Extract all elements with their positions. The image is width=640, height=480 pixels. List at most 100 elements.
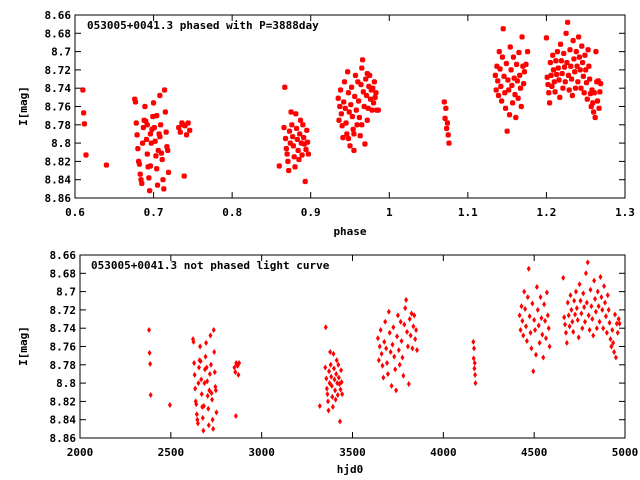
data-point bbox=[369, 107, 375, 113]
data-point bbox=[205, 392, 210, 399]
data-point bbox=[299, 152, 305, 158]
data-point bbox=[347, 143, 353, 149]
data-point bbox=[196, 380, 201, 387]
data-point bbox=[594, 325, 599, 332]
data-point bbox=[545, 312, 550, 319]
data-point bbox=[339, 379, 344, 386]
data-point bbox=[586, 63, 592, 69]
data-point bbox=[289, 122, 295, 128]
data-point bbox=[499, 98, 505, 104]
data-point bbox=[472, 359, 477, 366]
data-point bbox=[395, 312, 400, 319]
data-point bbox=[317, 402, 322, 409]
data-point bbox=[286, 128, 293, 134]
data-point bbox=[354, 122, 360, 128]
data-point bbox=[567, 323, 572, 330]
data-point bbox=[214, 409, 219, 416]
data-point bbox=[338, 386, 343, 393]
data-point bbox=[143, 136, 150, 143]
data-point bbox=[546, 325, 551, 332]
data-point bbox=[329, 373, 334, 380]
data-point bbox=[199, 391, 204, 398]
data-point bbox=[397, 361, 402, 368]
data-points bbox=[80, 19, 604, 194]
data-point bbox=[588, 286, 593, 293]
data-point bbox=[290, 143, 297, 149]
data-point bbox=[563, 30, 569, 36]
data-point bbox=[549, 83, 555, 89]
data-point bbox=[471, 355, 476, 362]
data-point bbox=[530, 300, 535, 307]
data-point bbox=[152, 138, 158, 144]
data-point bbox=[442, 115, 448, 121]
data-point bbox=[521, 69, 528, 75]
data-point bbox=[535, 306, 540, 313]
data-point bbox=[148, 391, 153, 398]
data-point bbox=[515, 95, 521, 101]
y-tick-label: 8.8 bbox=[51, 137, 71, 150]
data-point bbox=[282, 84, 288, 90]
data-point bbox=[617, 320, 622, 327]
data-point bbox=[198, 358, 203, 365]
data-point bbox=[554, 49, 561, 55]
data-point bbox=[364, 117, 370, 123]
data-point bbox=[154, 166, 160, 172]
data-point bbox=[519, 303, 524, 310]
data-point bbox=[325, 398, 330, 405]
data-point bbox=[207, 387, 212, 394]
data-point bbox=[537, 339, 542, 346]
data-point bbox=[404, 296, 409, 303]
x-tick-label: 0.6 bbox=[65, 206, 85, 219]
x-tick-label: 3000 bbox=[248, 446, 275, 459]
data-point bbox=[538, 294, 543, 301]
data-point bbox=[600, 306, 605, 313]
data-point bbox=[543, 35, 550, 41]
data-point bbox=[400, 354, 405, 361]
data-point bbox=[276, 163, 282, 169]
data-point bbox=[504, 128, 510, 134]
data-point bbox=[236, 371, 241, 378]
data-point bbox=[565, 19, 571, 25]
data-point bbox=[580, 73, 586, 79]
data-point bbox=[562, 314, 567, 321]
data-point bbox=[591, 90, 597, 96]
data-point bbox=[151, 124, 157, 131]
data-point bbox=[303, 146, 309, 153]
data-point bbox=[339, 123, 345, 129]
data-point bbox=[150, 100, 157, 106]
data-point bbox=[205, 378, 210, 385]
data-point bbox=[472, 365, 477, 372]
data-point bbox=[301, 135, 307, 141]
data-point bbox=[333, 396, 338, 403]
data-point bbox=[503, 60, 509, 67]
data-point bbox=[561, 50, 567, 57]
data-point bbox=[563, 329, 568, 336]
data-point bbox=[523, 323, 528, 330]
data-point bbox=[375, 335, 380, 342]
y-tick-label: 8.82 bbox=[50, 395, 77, 408]
data-point bbox=[573, 49, 579, 55]
data-point bbox=[144, 122, 150, 128]
data-point bbox=[203, 353, 208, 360]
data-point bbox=[297, 117, 304, 123]
data-point bbox=[567, 47, 573, 53]
data-point bbox=[548, 72, 554, 78]
data-point bbox=[560, 85, 566, 91]
data-point bbox=[337, 103, 343, 110]
x-tick-label: 2000 bbox=[67, 446, 94, 459]
data-point bbox=[147, 163, 154, 169]
data-point bbox=[293, 125, 300, 132]
data-point bbox=[147, 131, 154, 137]
plot-frame bbox=[79, 254, 626, 439]
chart-title: 053005+0041.3 not phased light curve bbox=[91, 259, 330, 272]
data-point bbox=[165, 147, 171, 154]
y-tick-label: 8.76 bbox=[50, 341, 77, 354]
data-point bbox=[304, 139, 311, 145]
data-point bbox=[577, 67, 583, 73]
data-point bbox=[523, 61, 529, 68]
data-point bbox=[233, 369, 238, 376]
data-point bbox=[568, 63, 574, 69]
data-point bbox=[302, 178, 308, 185]
data-point bbox=[590, 100, 596, 106]
data-point bbox=[362, 141, 368, 147]
